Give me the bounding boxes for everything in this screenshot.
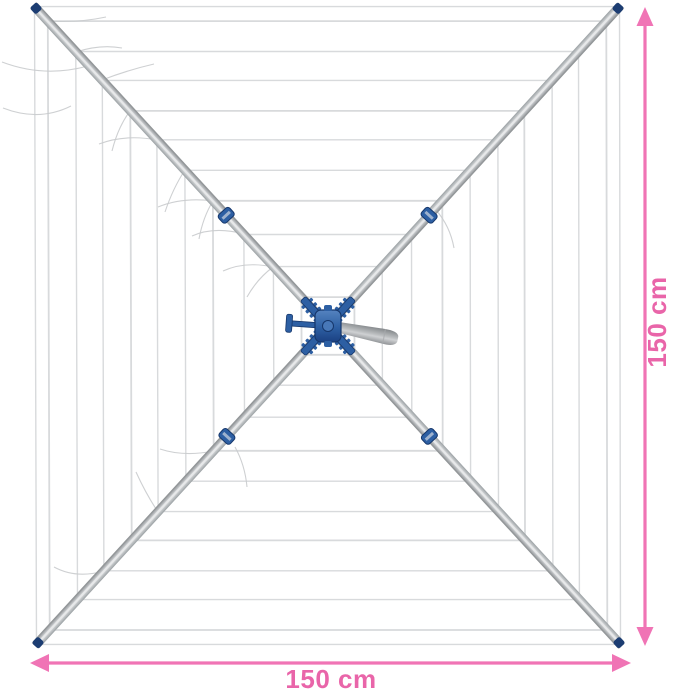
line-clip [217, 206, 235, 224]
loose-thread [2, 105, 72, 116]
height-dimension-label: 150 cm [642, 276, 672, 367]
loose-thread [1, 61, 89, 72]
loose-thread-wisps [1, 16, 455, 575]
frame-arm-br [324, 323, 625, 650]
loose-thread [135, 471, 159, 513]
line-clip [420, 206, 438, 224]
frame-arm-tr [325, 2, 625, 330]
arm-clips [217, 206, 438, 445]
arrow-right-icon [612, 654, 631, 672]
dimension-annotations: 150 cm 150 cm [30, 7, 672, 694]
loose-thread [234, 446, 248, 488]
loose-thread [246, 266, 274, 298]
hub-handle [336, 322, 399, 345]
loose-thread [435, 209, 455, 249]
hub-assembly [285, 296, 399, 356]
line-clip [218, 428, 236, 445]
width-dimension-label: 150 cm [285, 664, 376, 694]
frame-arm-bl [31, 322, 331, 649]
loose-thread [98, 137, 158, 145]
line-clip [420, 428, 438, 445]
loose-thread [101, 63, 155, 81]
arrow-up-icon [636, 7, 654, 26]
center-hub [285, 296, 399, 356]
arrow-left-icon [30, 654, 49, 672]
loose-thread [111, 110, 131, 152]
loose-thread [198, 200, 214, 240]
arrow-down-icon [636, 627, 654, 646]
hub-crank [285, 313, 318, 333]
frame-arms [30, 1, 625, 650]
frame-arm-tl [30, 1, 332, 329]
loose-thread [222, 264, 274, 272]
loose-thread [164, 169, 186, 213]
